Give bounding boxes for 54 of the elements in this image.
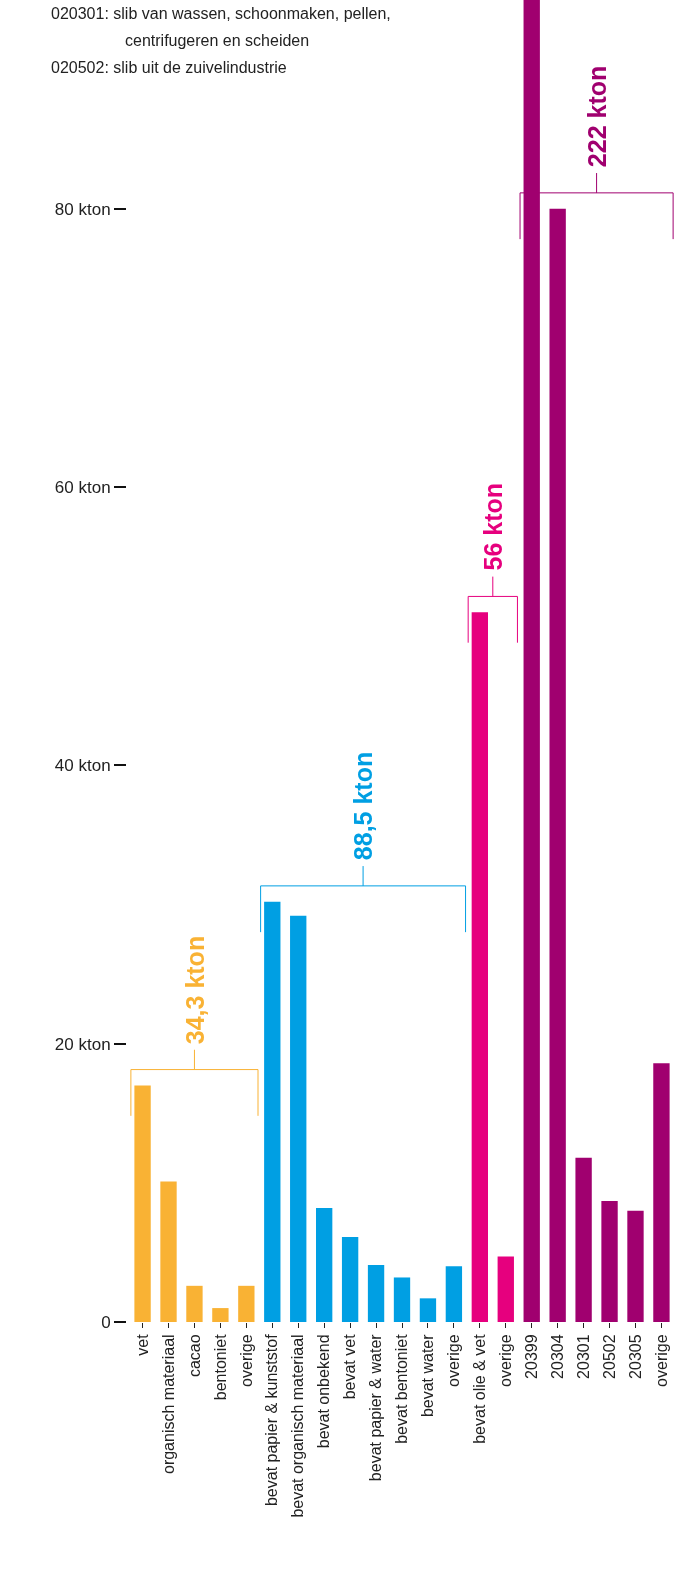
annotation: 020301: slib van wassen, schoonmaken, pellen,	[51, 5, 391, 22]
bar	[393, 1277, 411, 1322]
bar	[341, 1237, 359, 1322]
bar	[653, 1063, 670, 1322]
x-tick-label: bevat papier & kunststof	[263, 1333, 281, 1507]
bar	[186, 1285, 203, 1322]
bar	[445, 1266, 463, 1322]
bar	[419, 1298, 437, 1322]
bar	[471, 612, 488, 1322]
x-tick-label: overige	[496, 1334, 514, 1387]
bar	[290, 915, 307, 1322]
annotation: 56 kton	[479, 482, 508, 571]
x-tick-label: cacao	[185, 1334, 203, 1378]
x-tick-label: bentoniet	[211, 1333, 229, 1401]
bar	[264, 901, 281, 1322]
y-tick-label: 0	[101, 1312, 111, 1332]
bar	[627, 1210, 644, 1322]
y-tick-label: 80 kton	[54, 199, 111, 219]
x-tick-label: overige	[237, 1334, 255, 1387]
annotation: 34,3 kton	[180, 935, 209, 1045]
bar	[523, 0, 540, 1322]
x-tick-label: bevat water	[419, 1333, 437, 1418]
bar	[367, 1264, 385, 1322]
x-tick-label: bevat vet	[341, 1333, 359, 1400]
bar	[601, 1200, 618, 1322]
bar	[316, 1207, 333, 1322]
bar	[160, 1181, 177, 1322]
x-tick-label: bevat onbekend	[315, 1334, 333, 1449]
x-tick-label: bevat organisch materiaal	[289, 1334, 307, 1518]
bar	[575, 1157, 592, 1322]
x-tick-label: bevat papier & water	[367, 1333, 385, 1482]
annotation: centrifugeren en scheiden	[125, 32, 310, 49]
x-tick-label: 20301	[574, 1334, 592, 1379]
annotation: 88,5 kton	[349, 751, 377, 861]
x-tick-label: 20305	[626, 1334, 644, 1379]
y-tick-label: 40 kton	[54, 756, 111, 776]
annotation: 020502: slib uit de zuivelindustrie	[51, 59, 287, 76]
y-tick-label: 20 kton	[54, 1034, 111, 1054]
x-tick-label: 20399	[522, 1334, 540, 1379]
bar	[134, 1085, 151, 1322]
x-tick-label: overige	[652, 1334, 670, 1387]
x-tick-label: bevat olie & vet	[471, 1333, 489, 1444]
bar	[497, 1256, 514, 1322]
x-tick-label: overige	[445, 1334, 463, 1387]
x-tick-label: 20502	[600, 1334, 618, 1379]
y-tick-label: 60 kton	[54, 478, 111, 497]
x-tick-label: organisch materiaal	[159, 1334, 177, 1475]
bar	[212, 1308, 229, 1322]
bar	[549, 208, 566, 1322]
x-tick-label: vet	[133, 1333, 151, 1356]
x-tick-label: bevat bentoniet	[393, 1333, 411, 1444]
bar	[238, 1285, 255, 1322]
annotation: 222 kton	[583, 65, 611, 168]
x-tick-label: 20304	[548, 1334, 566, 1379]
